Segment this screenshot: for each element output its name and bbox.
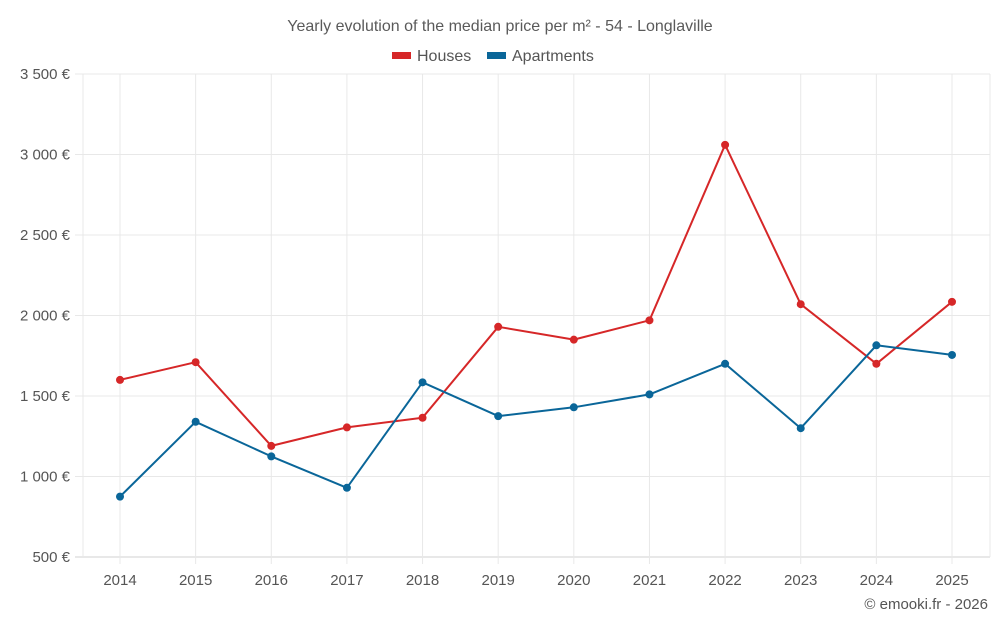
y-tick-label: 3 000 € xyxy=(20,147,71,164)
data-point-houses[interactable] xyxy=(796,300,805,309)
data-point-apartments[interactable] xyxy=(191,417,200,426)
data-point-apartments[interactable] xyxy=(494,412,503,421)
data-point-houses[interactable] xyxy=(721,140,730,149)
x-tick-label: 2024 xyxy=(860,572,893,589)
legend-item-apartments[interactable]: Apartments xyxy=(487,48,594,65)
x-tick-label: 2015 xyxy=(179,572,212,589)
y-tick-label: 2 000 € xyxy=(20,308,71,325)
x-tick-label: 2023 xyxy=(784,572,817,589)
y-tick-label: 3 500 € xyxy=(20,66,71,83)
y-tick-label: 2 500 € xyxy=(20,227,71,244)
x-axis: 2014 2015 2016 2017 2018 2019 2020 2021 2022 2023… xyxy=(103,572,968,589)
data-point-houses[interactable] xyxy=(948,297,956,306)
credit-text: © emooki.fr - 2026 xyxy=(864,596,988,613)
data-point-apartments[interactable] xyxy=(796,424,805,433)
y-axis: 500 € 1 000 € 1 500 € 2 000 € 2 500 € 3 000 €… xyxy=(20,66,71,566)
data-point-houses[interactable] xyxy=(494,322,503,331)
data-point-houses[interactable] xyxy=(645,316,654,325)
data-point-houses[interactable] xyxy=(872,359,881,368)
x-tick-label: 2025 xyxy=(935,572,968,589)
x-tick-label: 2019 xyxy=(481,572,514,589)
series-line-apartments xyxy=(119,344,953,498)
x-tick-label: 2017 xyxy=(330,572,363,589)
series-houses xyxy=(116,140,956,450)
y-tick-label: 1 500 € xyxy=(20,388,71,405)
legend-label-apartments: Apartments xyxy=(512,48,594,65)
y-tick-label: 500 € xyxy=(32,549,70,566)
x-tick-label: 2018 xyxy=(406,572,439,589)
data-point-houses[interactable] xyxy=(191,358,200,367)
legend-swatch-houses xyxy=(392,52,411,59)
data-point-apartments[interactable] xyxy=(418,378,427,387)
x-tick-label: 2021 xyxy=(633,572,666,589)
grid xyxy=(75,73,991,564)
legend-label-houses: Houses xyxy=(417,48,471,65)
legend: Houses Apartments xyxy=(392,48,594,65)
data-point-apartments[interactable] xyxy=(721,359,730,368)
data-point-houses[interactable] xyxy=(267,441,276,450)
x-tick-label: 2014 xyxy=(103,572,136,589)
x-tick-label: 2020 xyxy=(557,572,590,589)
data-point-houses[interactable] xyxy=(418,413,427,422)
data-point-apartments[interactable] xyxy=(569,403,578,412)
chart-title: Yearly evolution of the median price per… xyxy=(287,18,713,35)
data-point-apartments[interactable] xyxy=(645,390,654,399)
x-tick-label: 2022 xyxy=(708,572,741,589)
data-point-apartments[interactable] xyxy=(116,492,124,501)
data-point-apartments[interactable] xyxy=(948,350,956,359)
data-point-houses[interactable] xyxy=(342,423,351,432)
y-tick-label: 1 000 € xyxy=(20,469,71,486)
data-point-apartments[interactable] xyxy=(872,341,881,350)
data-point-houses[interactable] xyxy=(116,375,124,384)
data-point-apartments[interactable] xyxy=(342,483,351,492)
legend-item-houses[interactable]: Houses xyxy=(392,48,471,65)
series-layer xyxy=(116,140,956,501)
series-line-houses xyxy=(119,143,953,447)
series-apartments xyxy=(116,341,956,501)
data-point-apartments[interactable] xyxy=(267,452,276,461)
data-point-houses[interactable] xyxy=(569,335,578,344)
legend-swatch-apartments xyxy=(487,52,506,59)
x-tick-label: 2016 xyxy=(255,572,288,589)
